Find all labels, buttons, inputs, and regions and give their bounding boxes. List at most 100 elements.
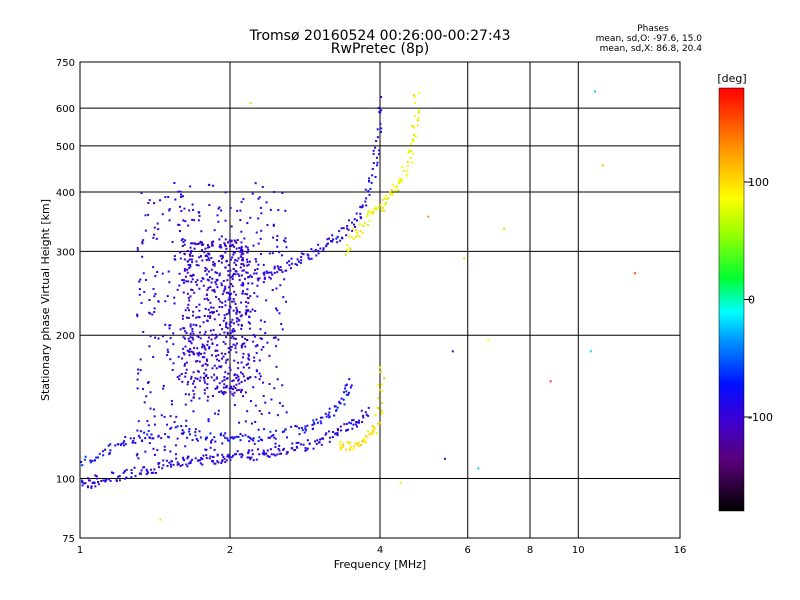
data-point xyxy=(219,243,222,246)
data-point xyxy=(242,252,245,255)
data-point xyxy=(269,436,272,439)
data-point xyxy=(185,425,188,428)
data-point xyxy=(231,275,234,278)
data-point xyxy=(224,191,227,194)
data-point xyxy=(233,300,236,303)
data-point xyxy=(218,382,221,385)
data-point xyxy=(188,433,191,436)
data-point xyxy=(219,434,222,437)
data-point xyxy=(220,352,223,355)
data-point xyxy=(223,457,226,460)
data-point xyxy=(224,436,227,439)
data-point xyxy=(238,318,241,321)
data-point xyxy=(345,393,348,396)
data-point xyxy=(187,337,190,340)
data-point xyxy=(189,340,192,343)
data-point xyxy=(221,254,224,257)
data-point xyxy=(136,313,139,316)
data-point xyxy=(366,224,369,227)
data-point xyxy=(207,257,210,260)
data-point xyxy=(218,305,221,308)
data-point xyxy=(152,287,155,290)
data-point xyxy=(318,441,321,444)
data-point xyxy=(186,455,189,458)
data-point xyxy=(225,260,228,263)
data-point xyxy=(229,297,232,300)
data-point xyxy=(231,278,234,281)
data-point xyxy=(239,433,242,436)
data-point xyxy=(184,275,187,278)
data-point xyxy=(320,422,323,425)
data-point xyxy=(148,442,151,445)
data-point xyxy=(166,295,169,298)
data-point xyxy=(147,201,150,204)
data-point xyxy=(140,469,143,472)
data-point xyxy=(222,319,225,322)
data-point xyxy=(202,454,205,457)
data-point xyxy=(182,291,185,294)
data-point xyxy=(224,371,227,374)
data-point xyxy=(244,313,247,316)
data-point xyxy=(285,246,288,249)
data-point xyxy=(164,300,167,303)
data-point xyxy=(350,236,353,239)
data-point xyxy=(282,296,285,299)
data-point xyxy=(137,368,140,371)
data-point xyxy=(224,219,227,222)
data-point xyxy=(286,261,289,264)
data-point xyxy=(372,149,375,152)
data-point xyxy=(173,181,176,184)
data-point xyxy=(226,332,229,335)
data-point xyxy=(137,434,140,437)
data-point xyxy=(157,228,160,231)
data-point xyxy=(187,224,190,227)
data-point xyxy=(220,282,223,285)
data-point xyxy=(368,193,371,196)
data-point xyxy=(177,463,180,466)
data-point xyxy=(130,469,133,472)
data-point xyxy=(233,374,236,377)
data-point xyxy=(338,400,341,403)
data-point xyxy=(248,315,251,318)
colorbar-tick-label: -100 xyxy=(748,411,773,424)
data-point xyxy=(359,230,362,233)
data-point xyxy=(248,366,251,369)
data-point xyxy=(196,377,199,380)
data-point xyxy=(80,460,83,463)
data-point xyxy=(258,372,261,375)
data-point xyxy=(247,297,250,300)
data-point xyxy=(363,222,366,225)
data-point xyxy=(231,274,234,277)
data-point xyxy=(124,443,127,446)
data-point xyxy=(372,162,375,165)
chart-subtitle: RwPretec (8p) xyxy=(331,41,429,57)
data-point xyxy=(361,421,364,424)
data-point xyxy=(237,388,240,391)
data-point xyxy=(186,249,189,252)
x-tick-label: 6 xyxy=(465,545,471,556)
data-point xyxy=(350,384,353,387)
data-point xyxy=(178,205,181,208)
data-point xyxy=(245,309,248,312)
data-point xyxy=(215,296,218,299)
data-point xyxy=(182,279,185,282)
data-point xyxy=(233,453,236,456)
data-point xyxy=(247,452,250,455)
data-point xyxy=(221,391,224,394)
data-point xyxy=(285,452,288,455)
data-point xyxy=(220,390,223,393)
data-point xyxy=(101,450,104,453)
data-point xyxy=(183,327,186,330)
data-point xyxy=(360,409,363,412)
data-point xyxy=(245,363,248,366)
data-point xyxy=(150,433,153,436)
data-point xyxy=(375,140,378,143)
data-point xyxy=(169,463,172,466)
data-point xyxy=(356,443,359,446)
data-point xyxy=(189,348,192,351)
data-point xyxy=(289,267,292,270)
data-point xyxy=(240,346,243,349)
data-point xyxy=(319,438,322,441)
data-point xyxy=(236,239,239,242)
data-point xyxy=(204,254,207,257)
